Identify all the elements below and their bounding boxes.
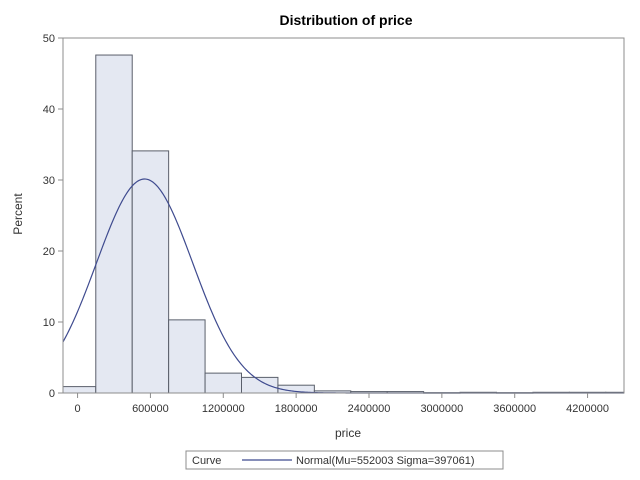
y-tick-label: 0 xyxy=(49,388,55,400)
y-tick-label: 30 xyxy=(43,175,55,187)
x-tick-label: 0 xyxy=(75,403,81,415)
y-axis: 0 10 20 30 40 50 xyxy=(43,33,63,400)
histogram-bar xyxy=(241,376,279,394)
histogram-bar xyxy=(168,319,206,394)
x-tick-label: 2400000 xyxy=(348,403,391,415)
x-tick-label: 4200000 xyxy=(566,403,609,415)
histogram-bar xyxy=(131,150,170,394)
legend-label: Curve xyxy=(192,455,221,467)
legend-box xyxy=(185,450,504,470)
chart-title: Distribution of price xyxy=(280,12,413,28)
histogram-bar xyxy=(95,54,133,394)
plot-frame xyxy=(62,37,625,394)
x-axis: 0 600000 1200000 1800000 2400000 3000000 36000… xyxy=(75,393,609,415)
bars-group xyxy=(62,54,625,394)
x-axis-label: price xyxy=(335,426,361,440)
x-tick-label: 1800000 xyxy=(275,403,318,415)
y-tick-label: 50 xyxy=(43,33,55,45)
y-tick-label: 10 xyxy=(43,317,55,329)
histogram-bar xyxy=(204,372,242,394)
legend-entry: Normal(Mu=552003 Sigma=397061) xyxy=(296,455,475,467)
y-tick-label: 40 xyxy=(43,104,55,116)
x-tick-label: 3600000 xyxy=(493,403,536,415)
x-tick-label: 3000000 xyxy=(420,403,463,415)
legend: Curve Normal(Mu=552003 Sigma=397061) xyxy=(185,450,504,470)
y-tick-label: 20 xyxy=(43,246,55,258)
y-axis-label: Percent xyxy=(11,193,25,235)
x-tick-label: 600000 xyxy=(132,403,169,415)
histogram-bar xyxy=(62,386,97,394)
x-tick-label: 1200000 xyxy=(202,403,245,415)
